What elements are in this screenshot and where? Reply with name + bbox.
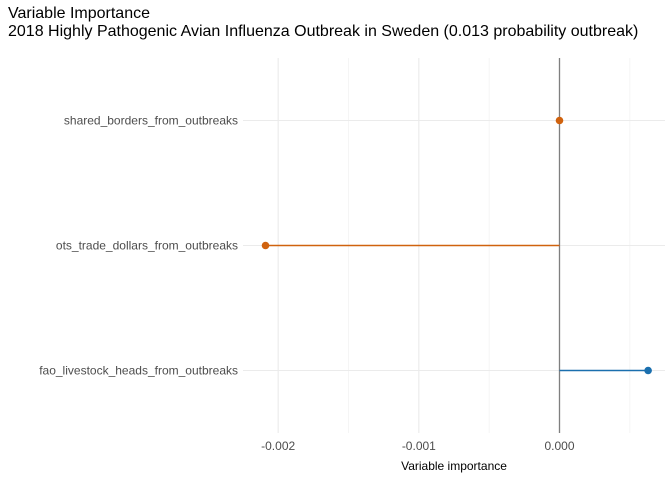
chart-subtitle: 2018 Highly Pathogenic Avian Influenza O…	[8, 23, 639, 40]
lollipop-point	[555, 116, 564, 125]
x-tick-label: 0.000	[544, 439, 574, 453]
labels-layer: shared_borders_from_outbreaks ots_trade_d…	[39, 114, 575, 454]
y-tick-label: shared_borders_from_outbreaks	[64, 114, 238, 128]
y-tick-label: fao_livestock_heads_from_outbreaks	[39, 364, 238, 378]
x-tick-label: -0.001	[402, 439, 436, 453]
lollipop-point	[644, 366, 652, 375]
lollipop-point	[261, 241, 270, 250]
x-axis-title: Variable importance	[401, 459, 507, 473]
marks-layer	[261, 116, 652, 375]
chart-title: Variable Importance	[8, 5, 150, 22]
y-tick-label: ots_trade_dollars_from_outbreaks	[56, 239, 238, 253]
x-tick-label: -0.002	[261, 439, 295, 453]
